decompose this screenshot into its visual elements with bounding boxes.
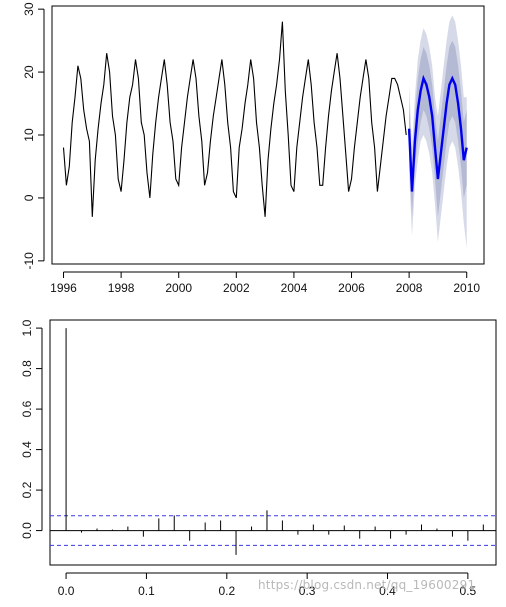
observed-series-line — [62, 21, 407, 217]
y-tick-label: 0.4 — [20, 441, 34, 458]
x-tick-label: 2010 — [453, 281, 480, 295]
watermark-text: https://blog.csdn.net/qq_19600291 — [258, 578, 476, 592]
x-tick-label: 1998 — [108, 281, 135, 295]
forecast-series-line — [407, 74, 468, 192]
x-tick-label: 1996 — [50, 281, 77, 295]
y-tick-label: 0 — [22, 194, 36, 201]
x-tick-label: 2002 — [223, 281, 250, 295]
plot-frame — [49, 319, 497, 566]
x-tick-label: 0.5 — [460, 584, 477, 598]
y-tick-label: 30 — [22, 2, 36, 16]
y-tick-label: 10 — [22, 128, 36, 142]
plot-frame — [51, 5, 485, 265]
x-tick-label: 0.2 — [218, 584, 235, 598]
x-tick-label: 0.1 — [138, 584, 155, 598]
autocorrelation-panel: 0.0 0.1 0.2 0.3 0.4 0.5 0.0 0.2 0.4 0.6 0.8 1.0 — [20, 319, 497, 598]
y-tick-label: 1.0 — [20, 319, 34, 336]
y-tick-label: 0.2 — [20, 481, 34, 498]
y-tick-label: 0.8 — [20, 360, 34, 377]
y-tick-label: 0.0 — [20, 522, 34, 539]
time-series-forecast-panel: 1996 1998 2000 2002 2004 2006 2008 2010 -10 0 10 20… — [22, 2, 485, 295]
x-tick-label: 2000 — [165, 281, 192, 295]
forecast-interval-inner — [409, 40, 467, 217]
x-tick-label: 0.4 — [379, 584, 396, 598]
y-tick-label: -10 — [22, 252, 36, 270]
x-tick-label: 2004 — [281, 281, 308, 295]
x-tick-label: 2006 — [338, 281, 365, 295]
y-tick-label: 0.6 — [20, 400, 34, 417]
x-tick-label: 0.3 — [299, 584, 316, 598]
x-tick-label: 2008 — [396, 281, 423, 295]
x-tick-label: 0.0 — [58, 584, 75, 598]
y-tick-label: 20 — [22, 65, 36, 79]
